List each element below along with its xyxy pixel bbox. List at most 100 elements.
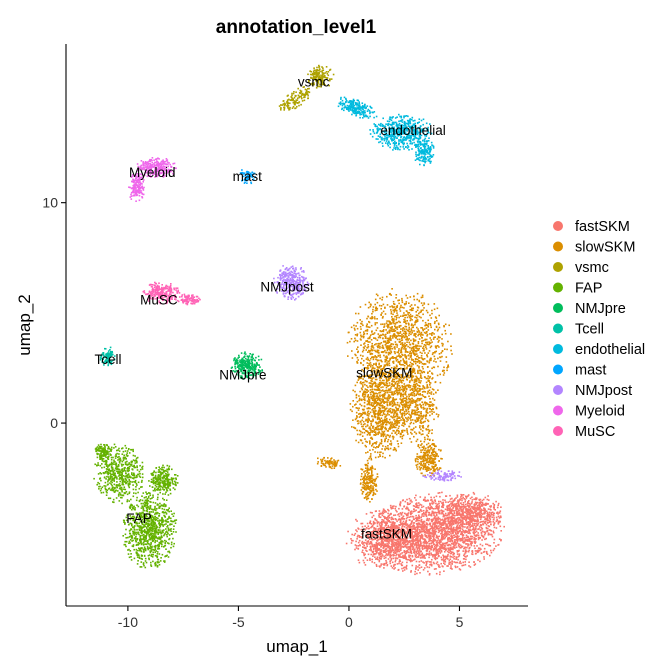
data-point	[349, 340, 351, 343]
data-point	[473, 538, 475, 541]
data-point	[473, 507, 475, 509]
data-point	[452, 543, 455, 545]
data-point	[371, 524, 374, 527]
data-point	[399, 332, 401, 334]
data-point	[469, 508, 472, 511]
data-point	[472, 507, 474, 509]
data-point	[409, 560, 412, 563]
data-point	[380, 451, 382, 453]
data-point	[441, 538, 444, 540]
data-point	[398, 555, 400, 558]
data-point	[482, 520, 485, 523]
data-point	[437, 527, 440, 530]
data-point	[430, 561, 432, 563]
data-point	[452, 556, 454, 559]
data-point	[372, 555, 374, 557]
data-point	[386, 391, 388, 394]
data-point	[369, 511, 372, 514]
data-point	[442, 504, 445, 506]
data-point	[417, 543, 419, 545]
data-point	[391, 347, 394, 350]
data-point	[399, 310, 402, 312]
data-point	[404, 320, 407, 323]
data-point	[396, 525, 399, 527]
data-point	[442, 543, 444, 545]
data-point	[394, 431, 397, 434]
data-point	[440, 532, 442, 535]
data-point	[402, 358, 404, 360]
data-point	[422, 569, 425, 571]
data-point	[439, 360, 442, 362]
data-point	[425, 523, 428, 526]
data-point	[375, 383, 377, 385]
data-point	[417, 341, 420, 343]
data-point	[439, 540, 441, 542]
data-point	[446, 525, 448, 527]
data-point	[386, 356, 388, 358]
data-point	[416, 330, 419, 333]
data-point	[356, 530, 358, 533]
data-point	[380, 552, 383, 555]
data-point	[403, 530, 406, 533]
data-point	[375, 293, 378, 296]
data-point	[377, 422, 379, 425]
data-point	[390, 328, 392, 330]
data-point	[407, 531, 410, 533]
data-point	[411, 560, 413, 562]
data-point	[428, 573, 431, 575]
data-point	[362, 398, 365, 401]
data-point	[403, 307, 405, 309]
data-point	[444, 332, 447, 335]
data-point	[458, 504, 460, 507]
data-point	[426, 529, 428, 531]
data-point	[395, 526, 397, 529]
data-point	[364, 557, 367, 559]
data-point	[408, 334, 410, 337]
data-point	[407, 525, 410, 527]
data-point	[391, 539, 394, 542]
data-point	[406, 543, 409, 546]
data-point	[415, 567, 417, 569]
data-point	[409, 305, 412, 308]
data-point	[401, 529, 403, 531]
data-point	[469, 529, 471, 531]
data-point	[415, 554, 417, 556]
data-point	[378, 374, 381, 376]
data-point	[476, 516, 479, 519]
data-point	[464, 526, 466, 528]
data-point	[389, 335, 392, 337]
data-point	[399, 535, 401, 538]
data-point	[437, 538, 439, 540]
data-point	[415, 552, 418, 554]
data-point	[394, 369, 396, 371]
data-point	[425, 338, 428, 341]
data-point	[421, 530, 424, 533]
data-point	[441, 528, 444, 531]
data-point	[448, 563, 450, 565]
data-point	[405, 568, 408, 570]
data-point	[387, 352, 390, 354]
data-point	[462, 514, 465, 517]
data-point	[374, 556, 376, 558]
data-point	[372, 448, 374, 451]
data-point	[367, 326, 370, 328]
data-point	[396, 535, 398, 538]
data-point	[404, 552, 407, 555]
data-point	[394, 507, 396, 510]
data-point	[368, 536, 370, 539]
data-point	[382, 330, 385, 333]
data-point	[443, 523, 445, 525]
data-point	[359, 338, 362, 340]
data-point	[444, 517, 446, 520]
data-point	[436, 549, 439, 551]
data-point	[436, 518, 439, 520]
data-point	[371, 532, 374, 535]
data-point	[407, 513, 409, 516]
data-point	[480, 552, 483, 555]
data-point	[480, 511, 482, 513]
data-point	[412, 547, 414, 550]
data-point	[394, 560, 397, 563]
data-point	[359, 331, 362, 334]
data-point	[361, 540, 364, 543]
data-point	[410, 499, 412, 502]
